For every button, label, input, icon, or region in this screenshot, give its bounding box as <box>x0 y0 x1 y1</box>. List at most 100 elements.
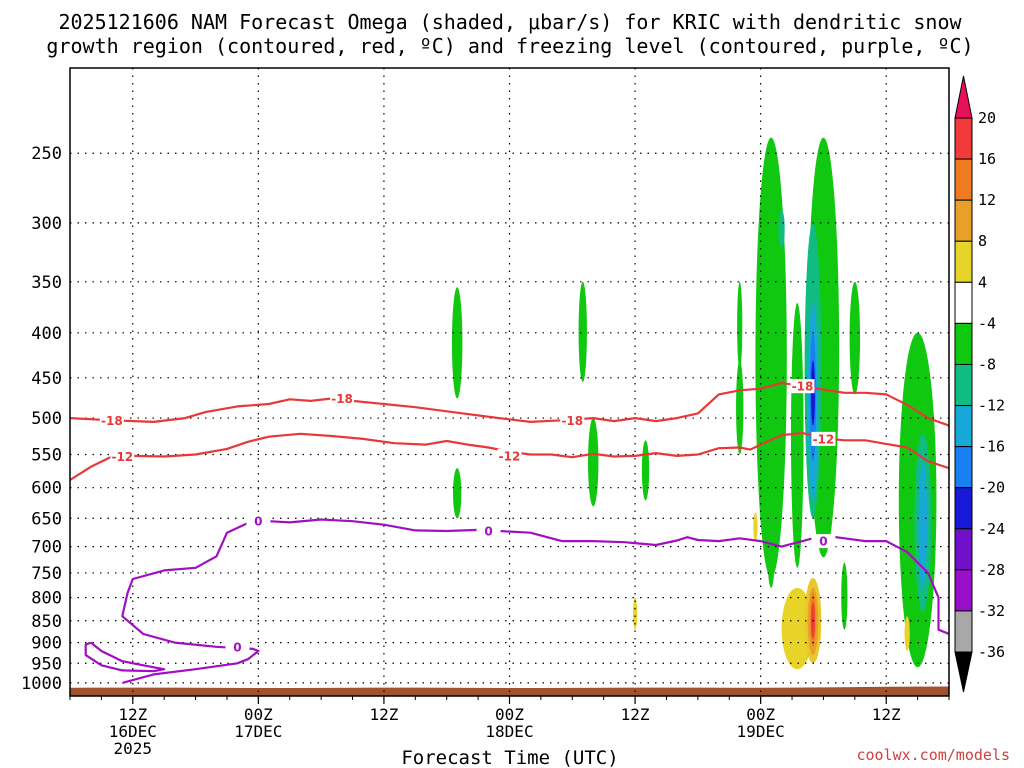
credit-text: coolwx.com/models <box>856 746 1010 764</box>
contour-label-bg-0-2 <box>560 413 585 428</box>
omega-region--8-10 <box>849 281 861 395</box>
omega-region-4-23 <box>632 597 638 630</box>
colorbar-label-11: -28 <box>978 561 1005 579</box>
omega-region-4-25 <box>904 616 910 652</box>
chart-title-line1: 2025121606 NAM Forecast Omega (shaded, μ… <box>58 10 962 34</box>
colorbar-label-4: 4 <box>978 273 987 291</box>
omega-region--8-5 <box>736 360 744 455</box>
omega-region--8-9 <box>790 303 804 568</box>
y-tick-500: 500 <box>31 409 62 429</box>
x-tick-label-6-1: 16DEC <box>109 722 157 741</box>
y-tick-700: 700 <box>31 538 62 558</box>
x-tick-label-30-0: 12Z <box>369 705 398 724</box>
y-tick-650: 650 <box>31 509 62 529</box>
contour-label-bg-1-2 <box>811 431 836 446</box>
omega-region--8-1 <box>452 468 462 519</box>
omega-region--8-12 <box>841 562 848 630</box>
omega-region--8-6 <box>737 281 743 370</box>
colorbar-bin-3 <box>954 240 973 283</box>
colorbar-label-6: -8 <box>978 355 996 373</box>
contour-label-2-2: 0 <box>819 535 827 549</box>
omega-region--8-0 <box>451 287 463 399</box>
chart-title-line2: growth region (contoured, red, ºC) and f… <box>46 34 973 58</box>
contour-label-bg-0-3 <box>790 379 815 394</box>
x-tick-label-18-0: 00Z <box>244 705 273 724</box>
omega-region--12-16 <box>778 209 785 248</box>
omega-region--16-19 <box>918 461 928 588</box>
contour-label-bg-2-2 <box>811 534 836 549</box>
x-tick-label-54-0: 12Z <box>621 705 650 724</box>
x-tick-label-66-0: 00Z <box>746 705 775 724</box>
colorbar-label-8: -16 <box>978 438 1005 456</box>
y-tick-350: 350 <box>31 273 62 293</box>
colorbar-bin-1 <box>954 158 973 201</box>
colorbar-bin-10 <box>954 528 973 571</box>
contour-label-bg-1-0 <box>110 449 135 464</box>
contour-3 <box>84 641 166 673</box>
omega-region--8-7 <box>755 137 787 579</box>
colorbar-bin-12 <box>954 610 973 653</box>
contour-label-1-1: -12 <box>499 449 521 463</box>
colorbar-label-0: 20 <box>978 109 996 127</box>
y-tick-300: 300 <box>31 214 62 234</box>
y-tick-850: 850 <box>31 612 62 632</box>
y-tick-1000: 1000 <box>21 674 62 694</box>
y-tick-950: 950 <box>31 654 62 674</box>
colorbar-bin-11 <box>954 569 973 612</box>
x-tick-label-42-1: 18DEC <box>485 722 533 741</box>
contour-label-bg-2-1 <box>476 524 501 539</box>
colorbar-label-1: 16 <box>978 150 996 168</box>
y-tick-400: 400 <box>31 324 62 344</box>
contour-labels: -18 -18 -18 -18 -12 -12 -12 0 0 0 0 <box>99 379 836 654</box>
colorbar-label-5: -4 <box>978 314 996 332</box>
colorbar-label-7: -12 <box>978 397 1005 415</box>
contour-label-0-3: -18 <box>792 380 814 394</box>
omega-region--8-3 <box>587 418 599 507</box>
contour-label-0-0: -18 <box>101 414 123 428</box>
x-tick-label-6-0: 12Z <box>118 705 147 724</box>
x-axis-label: Forecast Time (UTC) <box>401 747 618 768</box>
y-axis-ticks: 2503003504004505005506006507007508008509… <box>21 144 62 694</box>
y-tick-900: 900 <box>31 634 62 654</box>
y-tick-250: 250 <box>31 144 62 164</box>
x-tick-label-66-1: 19DEC <box>737 722 785 741</box>
colorbar-bin-7 <box>954 405 973 448</box>
omega-shading <box>451 137 937 670</box>
colorbar-bin-0 <box>954 117 973 160</box>
x-tick-label-42-0: 00Z <box>495 705 524 724</box>
y-tick-450: 450 <box>31 369 62 389</box>
x-tick-label-6-2: 2025 <box>114 739 153 758</box>
colorbar: 20 16 12 8 4 -4 -8 -12 -16 -20 -24 -28 -32 -36 <box>954 75 1005 693</box>
omega-region--8-2 <box>578 281 587 383</box>
colorbar-bin-6 <box>954 363 973 407</box>
x-tick-label-18-1: 17DEC <box>234 722 282 741</box>
colorbar-label-2: 12 <box>978 191 996 209</box>
y-tick-550: 550 <box>31 445 62 465</box>
colorbar-bin-2 <box>954 199 973 242</box>
contour-label-2-1: 0 <box>484 525 492 539</box>
contour-label-0-2: -18 <box>561 414 583 428</box>
contour-label-0-1: -18 <box>331 392 353 406</box>
contour-label-1-2: -12 <box>813 432 835 446</box>
contour-label-2-0: 0 <box>254 515 262 529</box>
omega-region--8-13 <box>767 518 775 588</box>
colorbar-bin-4 <box>954 281 973 324</box>
colorbar-label-9: -20 <box>978 479 1005 497</box>
contour-label-1-0: -12 <box>111 450 133 464</box>
colorbar-top-arrow <box>954 75 973 119</box>
contour-label-bg-2-0 <box>246 514 271 529</box>
omega-region-4-24 <box>753 512 758 542</box>
contour-0 <box>70 381 949 427</box>
y-tick-800: 800 <box>31 589 62 609</box>
y-tick-600: 600 <box>31 479 62 499</box>
colorbar-label-3: 8 <box>978 232 987 250</box>
y-tick-750: 750 <box>31 564 62 584</box>
colorbar-bin-5 <box>954 322 973 365</box>
x-tick-label-78-0: 12Z <box>872 705 901 724</box>
colorbar-label-13: -36 <box>978 643 1005 661</box>
contour-label-bg-1-1 <box>497 448 522 463</box>
colorbar-label-12: -32 <box>978 602 1005 620</box>
contour-label-bg-0-1 <box>330 391 355 406</box>
